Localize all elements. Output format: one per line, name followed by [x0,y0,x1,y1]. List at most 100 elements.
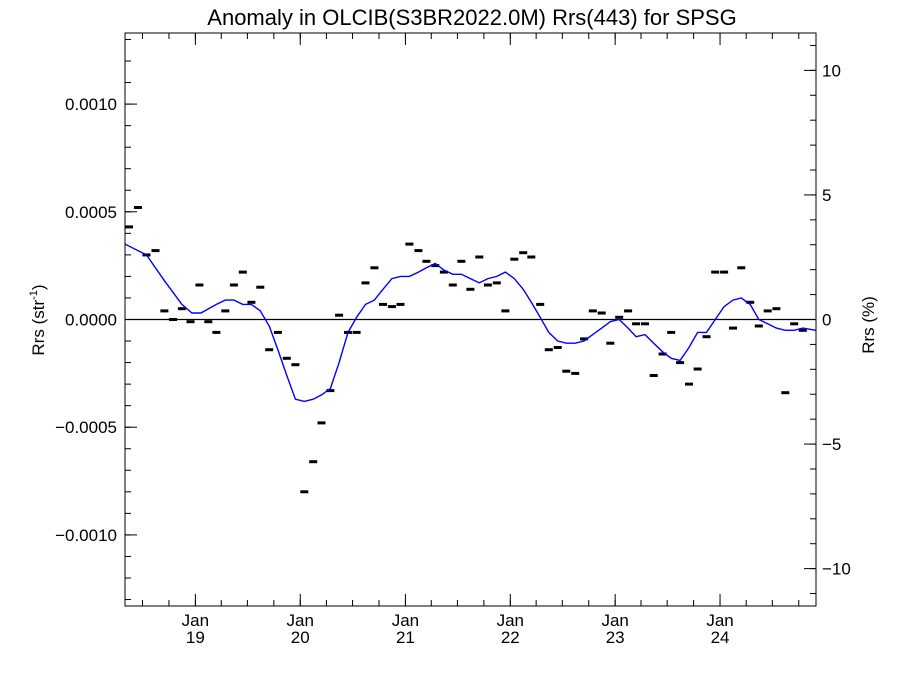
x-tick-label-month: Jan [601,611,628,630]
data-point [527,255,536,259]
data-point [414,249,423,253]
data-point [588,309,597,313]
data-point [186,320,195,324]
data-point [422,259,431,263]
data-point [300,490,309,494]
data-point [597,311,606,315]
data-point [536,302,545,306]
plot-area: 0.0010 0.0005 0.0000 −0.0005 −0.0010 10 5 0 −5 −1… [55,32,851,647]
data-point [772,307,781,311]
data-point [667,330,676,334]
x-tick-label-year: 22 [501,628,520,647]
data-point [615,315,624,319]
y-left-tick-label: 0.0010 [65,95,117,114]
data-point [658,352,667,356]
y-right-tick-label: 10 [822,61,841,80]
data-point [553,346,562,349]
data-point [544,348,553,352]
data-point [685,382,693,386]
y-left-tick-label: −0.0005 [55,418,117,437]
data-point [212,330,221,334]
data-point [177,307,186,311]
data-point [510,257,519,261]
y-axis-right-label: Rrs (%) [859,296,878,354]
data-point [781,391,790,395]
y-left-tick-label: −0.0010 [55,526,117,545]
data-point [457,259,466,263]
data-point [580,337,589,341]
data-point [405,242,414,246]
data-layer [125,206,816,494]
data-point [326,389,335,393]
x-tick-label-year: 21 [396,628,415,647]
data-point [711,270,720,274]
data-point [221,309,230,313]
data-point [169,318,177,321]
data-point [562,369,571,373]
x-tick-label-month: Jan [287,611,314,630]
x-tick-label-month: Jan [392,611,419,630]
x-tick-label-month: Jan [706,611,733,630]
data-point [693,367,702,371]
data-point [754,324,763,328]
x-tick-label-month: Jan [182,611,209,630]
data-point [361,281,370,285]
data-point [335,313,344,317]
data-point [195,283,204,287]
data-point [431,264,440,268]
data-point [790,322,799,326]
data-point [317,421,326,425]
data-point [396,302,405,306]
data-point [492,281,501,285]
data-point [729,326,737,330]
trend-line [125,243,816,403]
data-point [379,302,387,306]
data-point [798,328,807,332]
y-axis-left-label-superscript: -1 [28,290,40,300]
data-point [387,305,396,309]
y-axis-left-label-close: ) [29,284,48,290]
data-point [466,287,475,291]
x-tick-label-year: 20 [291,628,310,647]
data-point [151,249,160,253]
data-point [702,335,711,339]
y-axis-left-label: Rrs (str-1) [28,284,48,355]
data-point [632,322,641,326]
data-point [649,374,658,377]
data-point [352,330,361,334]
data-point [282,356,291,360]
data-point [439,270,448,274]
y-left-tick-label: 0.0005 [65,203,117,222]
y-right-tick-label: 0 [822,311,831,330]
data-point [291,363,300,367]
data-point [247,300,256,304]
data-point [133,206,142,209]
data-point [273,330,282,334]
data-point [229,283,238,287]
y-axis-left-label-text: Rrs (str [29,300,48,356]
data-point [204,320,213,324]
data-point [483,283,492,287]
data-point [606,341,615,345]
data-point [737,266,746,270]
x-tick-label-month: Jan [497,611,524,630]
data-point [448,283,457,287]
y-left-tick-label: 0.0000 [65,311,117,330]
x-tick-label-year: 24 [711,628,730,647]
chart-title: Anomaly in OLCIB(S3BR2022.0M) Rrs(443) f… [207,5,736,30]
y-right-tick-label: −10 [822,560,851,579]
data-point [746,300,755,304]
data-point [256,285,265,289]
data-point [624,309,633,313]
data-point [309,460,318,464]
data-point [370,266,379,270]
x-tick-label-year: 19 [186,628,205,647]
y-right-tick-label: −5 [822,435,841,454]
y-right-tick-label: 5 [822,186,831,205]
data-point [125,225,133,229]
data-point [571,371,580,375]
data-point [238,270,247,274]
data-point [265,348,274,352]
x-tick-label-year: 23 [606,628,625,647]
